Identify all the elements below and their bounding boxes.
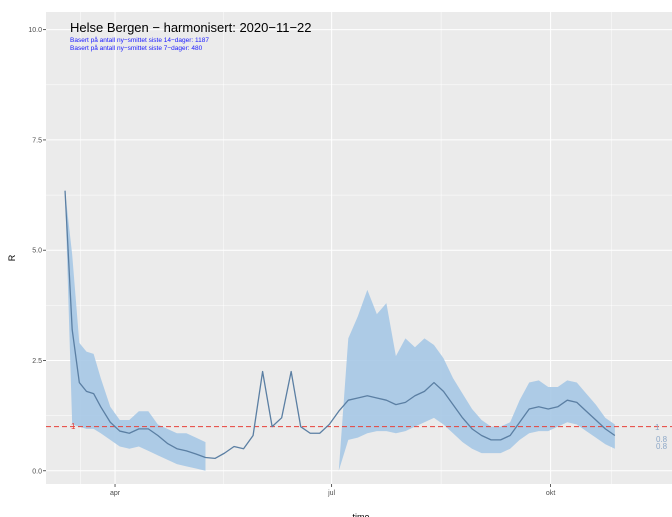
y-axis-title: R xyxy=(7,254,17,261)
y-tick-label: 0.0 xyxy=(32,468,42,475)
y-tick-label: 10.0 xyxy=(28,27,42,34)
subtitle-line-2: Basert på antall ny−smittet siste 7−dage… xyxy=(70,44,203,52)
confidence-band xyxy=(65,190,206,471)
r-line-layer xyxy=(64,190,616,460)
confidence-band-layer xyxy=(65,190,615,471)
x-tick-label: jul xyxy=(327,490,335,497)
x-tick-label: okt xyxy=(546,490,555,497)
reference-line-label: 1 xyxy=(71,422,76,431)
y-tick-label: 7.5 xyxy=(32,137,42,144)
chart-title: Helse Bergen − harmonisert: 2020−11−22 xyxy=(70,20,312,35)
x-tick-label: apr xyxy=(110,490,121,497)
subtitle-line-1: Basert på antall ny−smittet siste 14−dag… xyxy=(70,36,209,44)
y-axis-ticks: 0.0 2.5 5.0 7.5 10.0 xyxy=(28,27,46,475)
y-tick-label: 2.5 xyxy=(32,358,42,365)
r-series-line xyxy=(64,190,616,460)
confidence-band xyxy=(338,289,615,471)
x-axis-title: time xyxy=(352,512,369,517)
end-label-3: 0.8 xyxy=(656,442,668,451)
y-tick-label: 5.0 xyxy=(32,248,42,255)
end-label-1: 1 xyxy=(655,423,660,432)
end-label-2: 0.8 xyxy=(656,435,668,444)
x-axis-ticks: apr jul okt xyxy=(110,484,555,497)
